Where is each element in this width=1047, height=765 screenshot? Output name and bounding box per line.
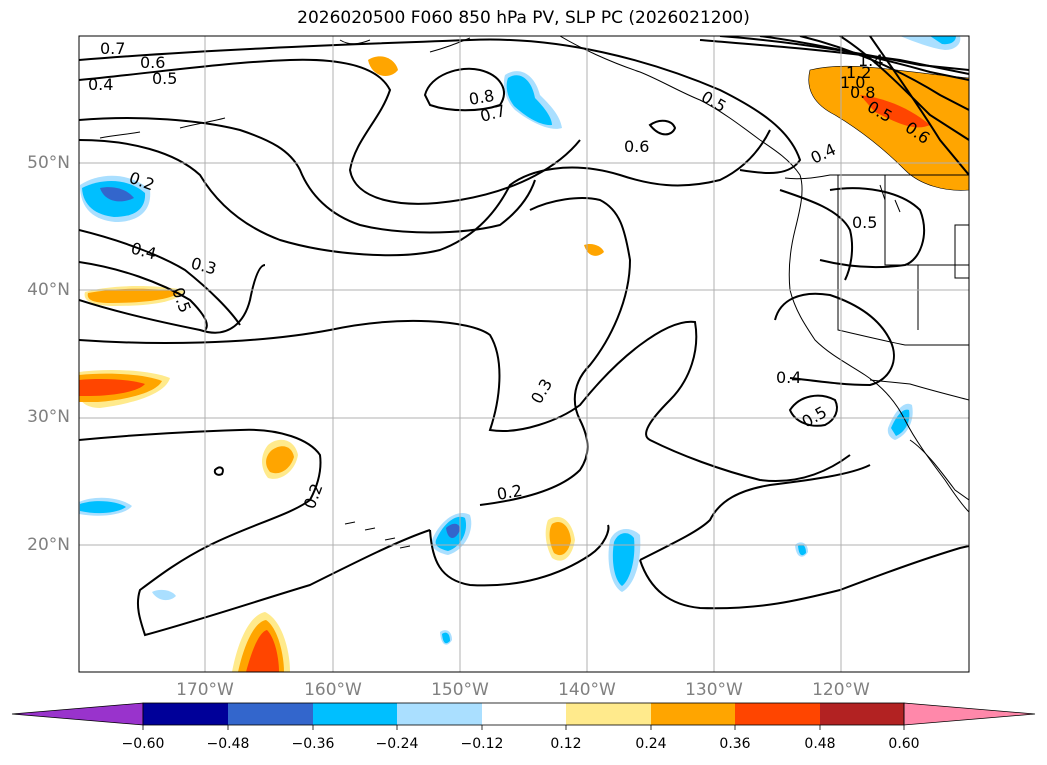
colorbar-tick: 0.36	[719, 736, 751, 752]
lat-label-50n: 50°N	[27, 153, 70, 173]
colorbar	[11, 702, 1036, 730]
colorbar-tick: −0.60	[121, 736, 165, 752]
map-frame	[78, 35, 970, 673]
lat-label-20n: 20°N	[27, 535, 70, 555]
colorbar-swatch	[566, 703, 651, 725]
contour-label: 0.4	[88, 75, 113, 94]
colorbar-swatch	[143, 703, 228, 725]
lon-label-140w: 140°W	[558, 680, 616, 700]
lon-label-170w: 170°W	[176, 680, 234, 700]
colorbar-swatch	[397, 703, 482, 725]
contour-label: 0.5	[852, 213, 877, 232]
contour-label: 0.4	[776, 368, 801, 387]
contour-label: 0.7	[100, 39, 125, 58]
colorbar-tick: −0.48	[206, 736, 250, 752]
colorbar-tick: 0.60	[888, 736, 920, 752]
contour-label: 0.6	[140, 53, 165, 72]
colorbar-extend-high	[903, 702, 1036, 726]
colorbar-swatch	[820, 703, 904, 725]
colorbar-tick: 0.48	[804, 736, 836, 752]
colorbar-swatch	[228, 703, 313, 725]
contour-label: 1.4	[858, 51, 883, 70]
colorbar-swatch	[313, 703, 397, 725]
gridlines	[79, 36, 969, 672]
colorbar-tick: −0.12	[460, 736, 504, 752]
colorbar-swatch	[735, 703, 820, 725]
lon-label-120w: 120°W	[812, 680, 870, 700]
lon-label-160w: 160°W	[304, 680, 362, 700]
colorbar-swatch	[482, 703, 566, 725]
colorbar-tick: −0.24	[375, 736, 419, 752]
contour-label: 0.8	[467, 86, 495, 109]
lat-label-40n: 40°N	[27, 280, 70, 300]
colorbar-tick: −0.36	[291, 736, 335, 752]
pv-shading	[79, 36, 969, 672]
contour-label: 1.0	[840, 73, 865, 92]
contour-label: 0.8	[850, 83, 875, 102]
contour-label: 0.6	[624, 137, 649, 156]
colorbar-tick: 0.24	[635, 736, 667, 752]
colorbar-tick: 0.12	[550, 736, 582, 752]
lon-label-130w: 130°W	[685, 680, 743, 700]
coastlines	[99, 36, 969, 549]
map-background	[79, 36, 969, 672]
colorbar-extend-low	[11, 702, 144, 726]
lat-label-30n: 30°N	[27, 407, 70, 427]
contour-label: 0.5	[152, 69, 177, 88]
contour-label: 1.2	[846, 63, 871, 82]
contour-label: 0.2	[495, 481, 523, 504]
map-title: 2026020500 F060 850 hPa PV, SLP PC (2026…	[297, 8, 750, 28]
colorbar-swatch	[651, 703, 735, 725]
lon-label-150w: 150°W	[431, 680, 489, 700]
